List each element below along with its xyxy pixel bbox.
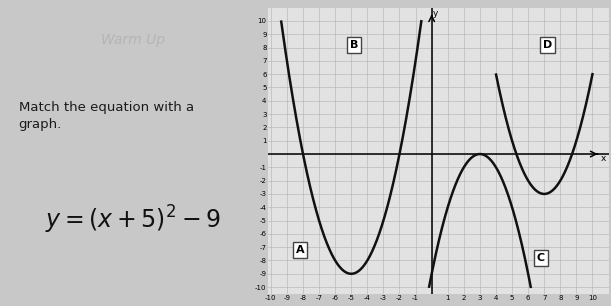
Text: $y=(x+5)^2-9$: $y=(x+5)^2-9$ — [45, 204, 221, 237]
Text: D: D — [543, 40, 552, 50]
Text: B: B — [350, 40, 359, 50]
Text: y: y — [433, 9, 438, 18]
Text: Match the equation with a
graph.: Match the equation with a graph. — [18, 101, 194, 131]
Text: C: C — [537, 253, 545, 263]
Text: x: x — [600, 154, 606, 163]
Text: Warm Up: Warm Up — [101, 33, 165, 47]
Text: A: A — [296, 245, 304, 255]
